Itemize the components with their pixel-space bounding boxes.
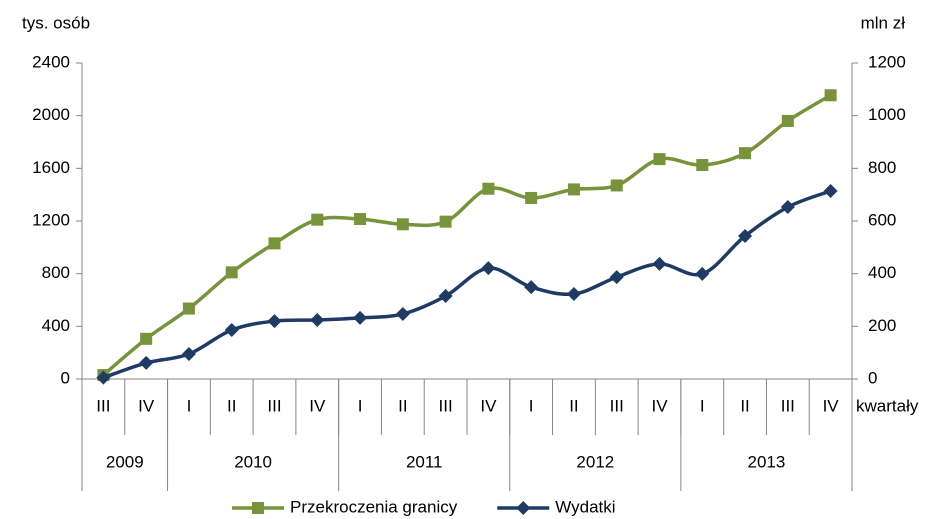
- x-tick-label: III: [439, 396, 453, 415]
- y2-tick-label: 1200: [868, 52, 906, 71]
- y2-tick-label: 400: [868, 263, 896, 282]
- y2-tick-label: 1000: [868, 105, 906, 124]
- marker: [181, 346, 196, 361]
- marker: [395, 306, 410, 321]
- marker: [96, 370, 111, 385]
- marker: [824, 89, 837, 102]
- marker: [738, 229, 753, 244]
- legend-label: Przekroczenia granicy: [290, 497, 458, 516]
- y-tick-label: 2400: [32, 52, 70, 71]
- x-tick-label: IV: [480, 396, 497, 415]
- x-tick-label: IV: [651, 396, 668, 415]
- group-label: 2009: [106, 452, 144, 471]
- x-tick-label: II: [398, 396, 407, 415]
- marker: [739, 147, 752, 160]
- marker: [566, 286, 581, 301]
- marker: [482, 182, 495, 195]
- x-tick-label: III: [781, 396, 795, 415]
- marker: [353, 310, 368, 325]
- x-tick-label: I: [529, 396, 534, 415]
- x-tick-label: II: [227, 396, 236, 415]
- x-tick-label: II: [740, 396, 749, 415]
- marker: [609, 270, 624, 285]
- x-tick-label: IV: [823, 396, 840, 415]
- marker: [524, 280, 539, 295]
- x-tick-label: IV: [138, 396, 155, 415]
- y-tick-label: 800: [42, 263, 70, 282]
- y-tick-label: 1600: [32, 158, 70, 177]
- marker: [781, 114, 794, 127]
- marker: [311, 213, 324, 226]
- marker: [695, 266, 710, 281]
- y2-axis-label: mln zł: [861, 13, 906, 32]
- marker: [354, 213, 367, 226]
- marker: [516, 501, 531, 515]
- x-tick-label: III: [267, 396, 281, 415]
- marker: [182, 302, 195, 315]
- series-line: [102, 93, 832, 377]
- marker: [653, 153, 666, 166]
- marker: [823, 183, 838, 198]
- y-tick-label: 0: [61, 368, 70, 387]
- marker: [139, 355, 154, 370]
- marker: [696, 159, 709, 172]
- x-axis-label: kwartały: [856, 396, 919, 415]
- marker: [224, 323, 239, 338]
- marker: [652, 256, 667, 271]
- x-tick-label: IV: [309, 396, 326, 415]
- y-tick-label: 1200: [32, 210, 70, 229]
- marker: [610, 179, 623, 192]
- marker: [225, 266, 238, 279]
- y-tick-label: 2000: [32, 105, 70, 124]
- y2-tick-label: 600: [868, 210, 896, 229]
- y2-tick-label: 200: [868, 316, 896, 335]
- group-label: 2012: [576, 452, 614, 471]
- y-axis-label: tys. osób: [22, 13, 90, 32]
- marker: [481, 261, 496, 276]
- x-tick-label: II: [569, 396, 578, 415]
- marker: [396, 218, 409, 231]
- x-tick-label: I: [358, 396, 363, 415]
- y2-tick-label: 0: [868, 368, 877, 387]
- marker: [140, 332, 153, 345]
- y2-tick-label: 800: [868, 158, 896, 177]
- x-tick-label: I: [700, 396, 705, 415]
- series-line: [102, 189, 832, 380]
- marker: [267, 314, 282, 329]
- marker: [567, 183, 580, 196]
- marker: [252, 502, 264, 514]
- group-label: 2011: [406, 452, 443, 471]
- legend-label: Wydatki: [555, 497, 615, 516]
- group-label: 2010: [234, 452, 272, 471]
- marker: [439, 215, 452, 228]
- group-label: 2013: [748, 452, 786, 471]
- marker: [268, 237, 281, 250]
- y-tick-label: 400: [42, 316, 70, 335]
- x-tick-label: III: [610, 396, 624, 415]
- marker: [525, 191, 538, 204]
- marker: [780, 200, 795, 215]
- marker: [310, 313, 325, 328]
- x-tick-label: III: [96, 396, 110, 415]
- marker: [438, 289, 453, 304]
- x-tick-label: I: [187, 396, 192, 415]
